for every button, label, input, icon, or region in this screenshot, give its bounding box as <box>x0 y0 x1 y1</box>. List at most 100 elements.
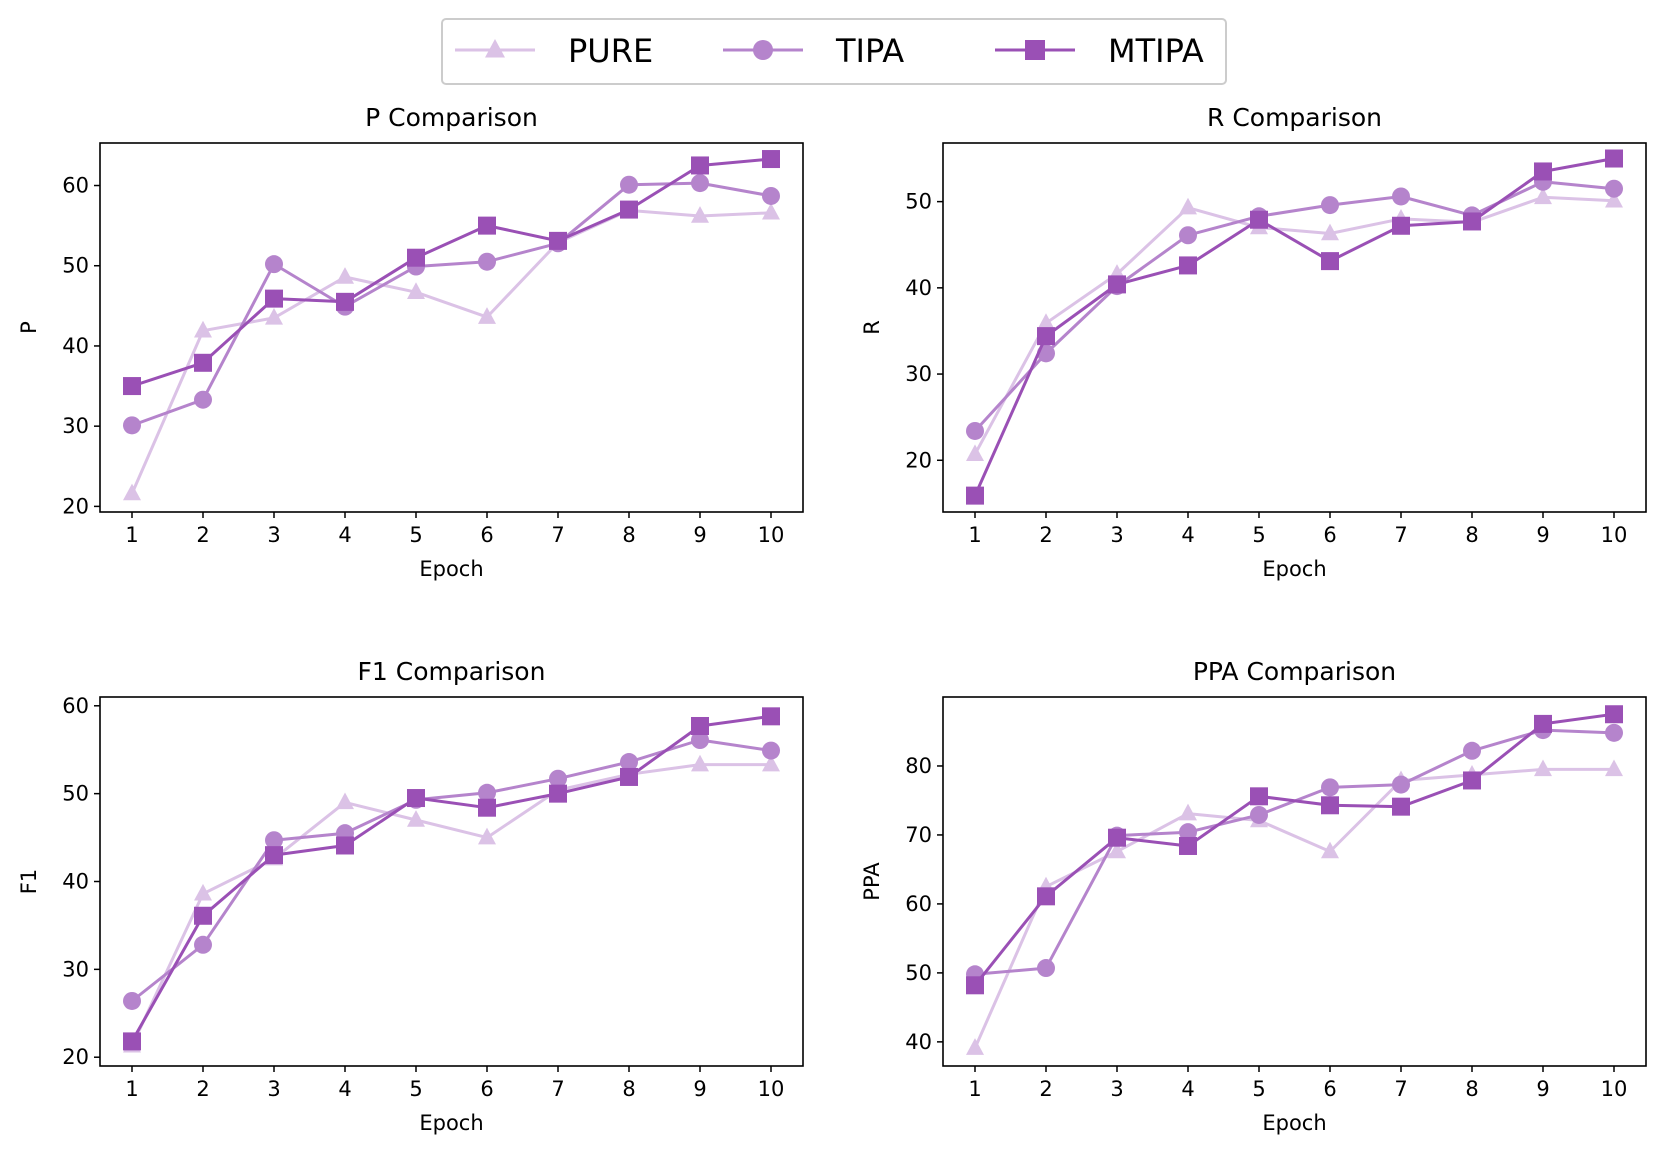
data-point-pure <box>762 754 780 772</box>
x-tick-label: 10 <box>1601 523 1628 547</box>
data-point-tipa <box>1605 723 1623 742</box>
x-tick-label: 3 <box>267 523 280 547</box>
data-point-tipa <box>762 741 780 760</box>
legend-marker-mtipa <box>1025 40 1045 60</box>
data-point-tipa <box>194 390 212 409</box>
series-line-tipa <box>131 738 772 1003</box>
data-point-mtipa <box>1108 828 1126 847</box>
data-point-mtipa <box>194 906 212 925</box>
legend-label: PURE <box>568 32 653 70</box>
series-pure <box>123 754 780 1053</box>
y-tick-label: 70 <box>905 823 932 847</box>
series-mtipa <box>123 150 780 396</box>
data-point-mtipa <box>1179 836 1197 855</box>
data-point-mtipa <box>620 200 638 219</box>
data-point-tipa <box>966 421 984 440</box>
data-point-mtipa <box>1605 149 1623 168</box>
y-tick-label: 60 <box>62 174 89 198</box>
x-tick-label: 2 <box>1039 523 1052 547</box>
data-point-mtipa <box>123 1032 141 1051</box>
data-point-pure <box>691 206 709 223</box>
y-tick-label: 20 <box>62 1045 89 1069</box>
legend-label: MTIPA <box>1108 32 1204 70</box>
x-tick-label: 9 <box>693 523 706 547</box>
legend-item-mtipa: MTIPA <box>995 32 1204 70</box>
y-tick-label: 20 <box>905 448 932 472</box>
series-line-mtipa <box>131 157 772 388</box>
data-point-mtipa <box>762 150 780 169</box>
chart-title: PPA Comparison <box>1193 657 1396 686</box>
x-tick-label: 3 <box>267 1077 280 1101</box>
data-point-tipa <box>123 991 141 1010</box>
data-point-pure <box>407 810 425 827</box>
y-axis-label: F1 <box>17 869 41 894</box>
x-tick-label: 6 <box>1323 523 1336 547</box>
data-point-mtipa <box>966 486 984 505</box>
data-point-pure <box>691 754 709 772</box>
data-point-pure <box>478 827 496 845</box>
data-point-pure <box>966 444 984 461</box>
data-point-mtipa <box>1250 210 1268 229</box>
series-line-pure <box>130 208 772 495</box>
data-point-mtipa <box>1463 212 1481 231</box>
legend: PURE TIPA MTIPA <box>441 18 1227 85</box>
x-tick-label: 5 <box>1252 523 1265 547</box>
data-point-tipa <box>1037 959 1055 978</box>
x-tick-label: 5 <box>1252 1077 1265 1101</box>
data-point-mtipa <box>478 216 496 235</box>
data-point-mtipa <box>123 377 141 396</box>
data-point-tipa <box>194 935 212 954</box>
data-point-mtipa <box>549 784 567 803</box>
series-line-mtipa <box>130 714 772 1043</box>
x-tick-label: 8 <box>622 523 635 547</box>
data-point-pure <box>1037 313 1055 330</box>
x-tick-label: 8 <box>1465 523 1478 547</box>
data-point-tipa <box>1321 778 1339 797</box>
data-point-pure <box>194 883 212 901</box>
data-point-mtipa <box>336 292 354 311</box>
data-point-tipa <box>1605 179 1623 198</box>
data-point-mtipa <box>265 846 283 865</box>
series-line-tipa <box>974 728 1615 976</box>
legend-label: TIPA <box>835 32 904 70</box>
data-point-pure <box>1179 803 1197 821</box>
series-tipa <box>966 172 1623 440</box>
chart-title: P Comparison <box>365 103 538 132</box>
data-point-mtipa <box>1463 771 1481 790</box>
data-point-mtipa <box>478 798 496 817</box>
x-tick-label: 4 <box>338 1077 351 1101</box>
legend-marker-pure <box>485 39 505 58</box>
x-tick-label: 7 <box>1394 1077 1407 1101</box>
data-point-mtipa <box>966 976 984 995</box>
y-tick-label: 30 <box>62 957 89 981</box>
series-tipa <box>966 721 1623 984</box>
series-tipa <box>123 731 780 1010</box>
series-pure <box>123 200 780 501</box>
y-axis-label: P <box>17 321 41 334</box>
data-point-pure <box>265 307 283 325</box>
x-tick-label: 5 <box>409 1077 422 1101</box>
data-point-mtipa <box>691 156 709 175</box>
series-pure <box>966 759 1623 1055</box>
data-point-tipa <box>1392 775 1410 794</box>
data-point-pure <box>1534 759 1552 777</box>
x-tick-label: 1 <box>968 1077 981 1101</box>
y-tick-label: 60 <box>62 694 89 718</box>
y-tick-label: 30 <box>62 414 89 438</box>
data-point-mtipa <box>336 836 354 855</box>
x-tick-label: 6 <box>480 523 493 547</box>
x-tick-label: 1 <box>125 1077 138 1101</box>
legend-item-tipa: TIPA <box>723 32 904 70</box>
data-point-pure <box>336 267 354 284</box>
y-tick-label: 40 <box>62 870 89 894</box>
data-point-mtipa <box>194 353 212 372</box>
x-tick-label: 8 <box>1465 1077 1478 1101</box>
x-tick-label: 4 <box>1181 1077 1194 1101</box>
data-point-pure <box>1108 841 1126 859</box>
data-point-mtipa <box>1534 714 1552 733</box>
y-tick-label: 80 <box>905 754 932 778</box>
series-mtipa <box>966 705 1623 995</box>
data-point-pure <box>478 307 496 324</box>
x-tick-label: 4 <box>1181 523 1194 547</box>
data-point-mtipa <box>1250 787 1268 806</box>
